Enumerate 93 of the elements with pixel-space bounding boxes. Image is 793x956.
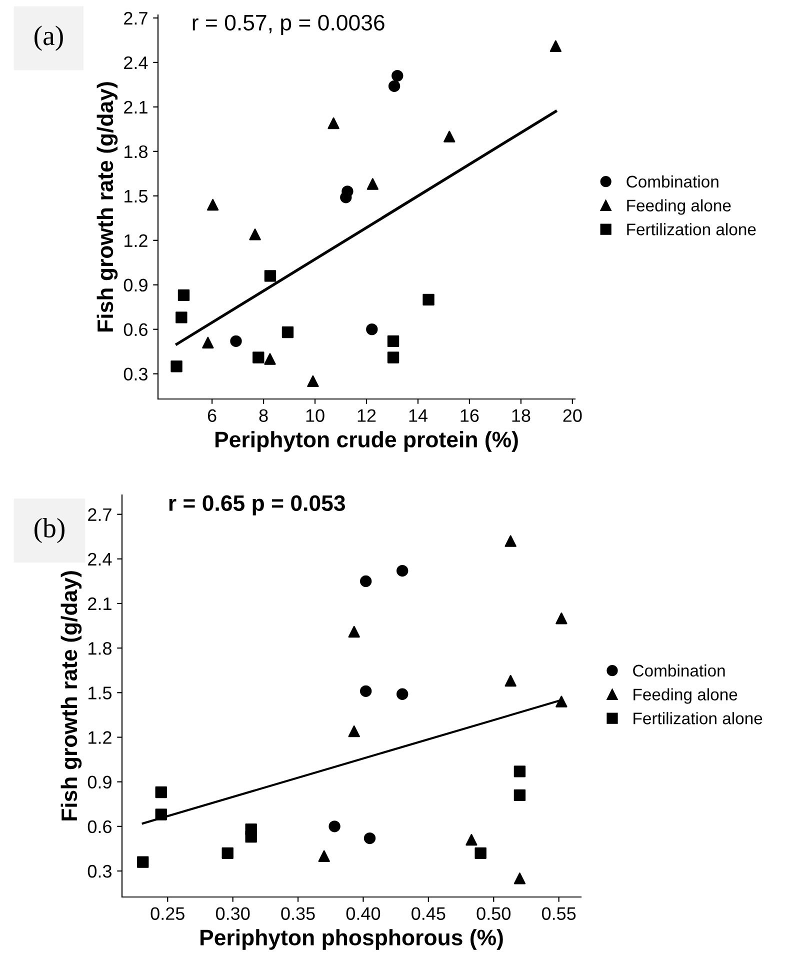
x-tick-label: 10 (306, 409, 324, 422)
x-axis-title: Periphyton phosphorous (%) (200, 929, 503, 950)
legend-label: Combination (633, 664, 725, 677)
point (178, 289, 190, 302)
x-tick-label: 12 (358, 409, 376, 422)
annotation: r = 0.65 p = 0.053 (169, 495, 346, 516)
point (307, 375, 319, 388)
legend-label: Fertilization alone (627, 223, 756, 236)
x-tick-label: 0.35 (281, 907, 315, 920)
y-tick-label: 2.1 (88, 597, 112, 610)
point (388, 80, 400, 92)
point (348, 725, 360, 738)
point (366, 323, 378, 336)
point (422, 294, 434, 306)
y-tick-label: 2.1 (124, 100, 148, 114)
point (387, 335, 400, 348)
point (348, 626, 360, 638)
y-tick-label: 1.2 (88, 731, 112, 744)
point (514, 789, 526, 802)
text: (a) (34, 26, 63, 51)
x-tick-label: 0.40 (346, 907, 380, 920)
y-tick-label: 0.9 (88, 776, 112, 789)
x-tick-label: 18 (512, 409, 530, 422)
x-tick-label: 0.45 (412, 907, 446, 920)
y-axis-title: Fish growth rate (g/day) (60, 571, 82, 820)
point (155, 786, 167, 798)
y-tick-label: 2.7 (124, 12, 148, 25)
y-tick-label: 1.5 (88, 686, 112, 700)
point (222, 847, 234, 860)
point (137, 856, 149, 868)
point (155, 808, 167, 820)
x-tick-label: 0.30 (216, 907, 250, 920)
y-tick-label: 1.5 (124, 190, 148, 203)
point (360, 575, 372, 588)
point (550, 40, 562, 52)
point (264, 270, 276, 282)
point (474, 847, 486, 860)
point (249, 228, 261, 240)
point (328, 117, 340, 130)
x-tick-label: 14 (409, 409, 428, 422)
y-tick-label: 2.4 (88, 552, 112, 566)
point (514, 872, 526, 884)
text: (b) (34, 518, 64, 544)
y-tick-label: 0.3 (124, 368, 148, 381)
y-tick-label: 1.2 (124, 234, 148, 247)
y-axis-title: Fish growth rate (g/day) (96, 82, 118, 332)
y-tick-label: 2.4 (124, 56, 148, 69)
y-tick-label: 0.6 (88, 820, 112, 834)
point (366, 178, 379, 190)
y-tick-label: 1.8 (88, 642, 112, 655)
point (170, 360, 182, 372)
x-tick-label: 20 (563, 409, 582, 422)
y-tick-label: 2.7 (88, 508, 112, 521)
legend-label: Feeding alone (634, 688, 738, 704)
point (396, 564, 408, 577)
point (176, 312, 188, 324)
x-tick-label: 8 (259, 409, 268, 422)
y-tick-label: 0.9 (124, 278, 148, 292)
x-tick-label: 16 (460, 409, 479, 422)
point (245, 830, 257, 843)
point (360, 685, 372, 698)
point (444, 130, 456, 142)
x-tick-label: 0.25 (150, 907, 184, 920)
y-tick-label: 1.8 (124, 145, 148, 158)
point (340, 192, 352, 204)
legend-label: Feeding alone (627, 199, 731, 215)
point (252, 352, 264, 364)
x-axis-title: Periphyton crude protein (%) (216, 431, 518, 452)
point (318, 850, 330, 862)
point (556, 696, 568, 708)
x-tick-label: 0.50 (476, 907, 510, 920)
point (328, 820, 340, 832)
point (264, 353, 276, 365)
point (387, 352, 400, 364)
point (364, 832, 376, 844)
point (504, 674, 516, 687)
point (202, 336, 214, 349)
annotation: r = 0.57, p = 0.0036 (192, 14, 384, 35)
point (206, 198, 219, 211)
point (514, 766, 526, 778)
point (392, 70, 404, 82)
point (282, 326, 294, 338)
point (466, 834, 478, 846)
y-tick-label: 0.3 (88, 864, 112, 878)
point (396, 688, 408, 700)
point (504, 535, 516, 547)
x-tick-label: 6 (208, 409, 216, 422)
point (230, 335, 242, 348)
legend-label: Combination (626, 175, 718, 188)
y-tick-label: 0.6 (124, 323, 148, 336)
x-tick-label: 0.55 (542, 907, 576, 920)
legend-label: Fertilization alone (634, 712, 762, 724)
point (556, 612, 568, 624)
